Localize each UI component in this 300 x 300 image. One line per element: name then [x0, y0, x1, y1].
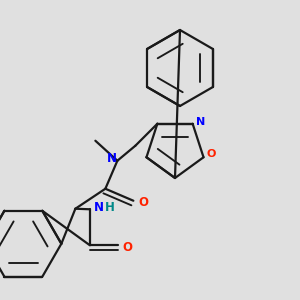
Text: N: N	[107, 152, 117, 165]
Text: H: H	[105, 201, 115, 214]
Text: O: O	[207, 149, 216, 159]
Text: O: O	[123, 241, 133, 254]
Text: O: O	[138, 196, 148, 209]
Text: N: N	[94, 201, 104, 214]
Text: N: N	[196, 117, 205, 127]
